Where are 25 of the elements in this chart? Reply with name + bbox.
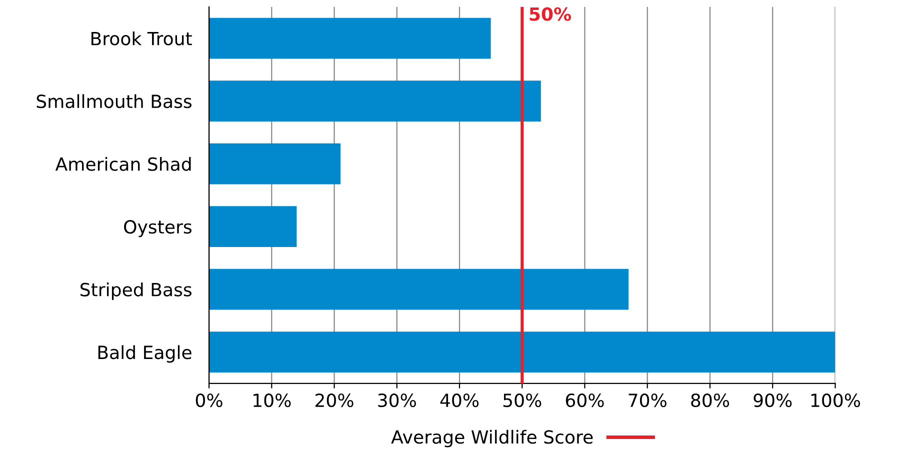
x-tick-label: 100%: [811, 394, 860, 408]
annotation: 50%: [530, 7, 572, 21]
y-tick-label: Bald Eagle: [98, 345, 192, 363]
x-tick-label: 50%: [503, 394, 542, 408]
bar: [209, 332, 836, 372]
bar: [209, 18, 491, 59]
y-tick-label: Brook Trout: [91, 31, 192, 46]
x-tick-label: 60%: [566, 394, 604, 408]
x-tick-label: 70%: [628, 394, 666, 408]
x-tick-label: 40%: [440, 394, 479, 408]
y-tick-label: Oysters: [124, 220, 192, 238]
x-tick-label: 20%: [316, 394, 354, 408]
x-tick-label: 80%: [691, 394, 730, 408]
x-tick-label: 0%: [196, 394, 222, 408]
x-tick-label: 90%: [754, 394, 792, 408]
legend-label: Average Wildlife Score: [391, 430, 593, 448]
x-tick-label: 30%: [378, 394, 416, 408]
bar: [209, 80, 541, 122]
y-tick-label: Smallmouth Bass: [36, 94, 192, 108]
bar: [209, 206, 297, 247]
bar: [209, 268, 629, 310]
y-tick-label: Striped Bass: [80, 282, 192, 300]
y-tick-label: American Shad: [55, 156, 191, 171]
bar: [209, 143, 341, 184]
x-tick-label: 10%: [254, 394, 291, 408]
